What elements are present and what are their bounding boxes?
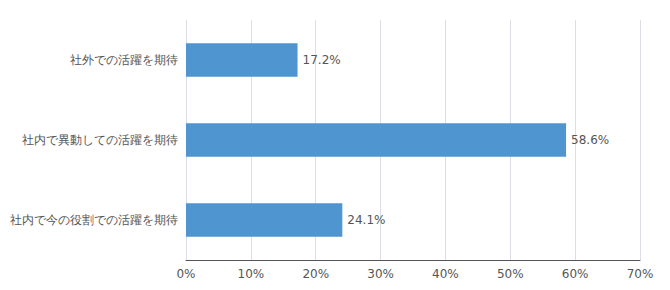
svg-text:20%: 20% bbox=[302, 267, 329, 281]
svg-text:40%: 40% bbox=[432, 267, 459, 281]
svg-text:70%: 70% bbox=[627, 267, 654, 281]
svg-text:24.1%: 24.1% bbox=[347, 213, 385, 227]
svg-text:30%: 30% bbox=[367, 267, 394, 281]
svg-text:17.2%: 17.2% bbox=[303, 53, 341, 67]
svg-text:50%: 50% bbox=[497, 267, 524, 281]
svg-text:社内で今の役割での活躍を期待: 社内で今の役割での活躍を期待 bbox=[10, 213, 178, 227]
svg-text:58.6%: 58.6% bbox=[571, 133, 609, 147]
svg-text:0%: 0% bbox=[176, 267, 195, 281]
svg-text:10%: 10% bbox=[238, 267, 265, 281]
svg-text:60%: 60% bbox=[562, 267, 589, 281]
svg-text:社外での活躍を期待: 社外での活躍を期待 bbox=[70, 53, 178, 67]
svg-text:社内で異動しての活躍を期待: 社内で異動しての活躍を期待 bbox=[22, 133, 178, 147]
